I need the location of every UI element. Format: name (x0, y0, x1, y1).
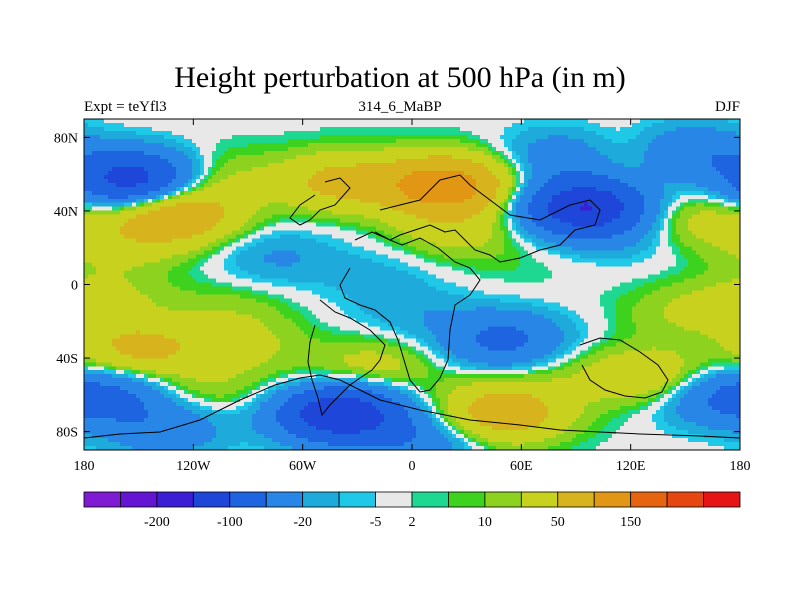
colorbar-swatch (120, 491, 158, 508)
colorbar-label: -200 (144, 515, 170, 530)
coastline-layer (83, 174, 741, 439)
coastline-africa (339, 231, 481, 393)
y-tick-label: 80S (56, 426, 78, 441)
colorbar-swatch (156, 491, 194, 508)
x-tick-label: 60W (289, 459, 317, 474)
colorbar-label: -100 (217, 515, 243, 530)
colorbar-label: -5 (370, 515, 382, 530)
x-tick-label: 60E (510, 459, 533, 474)
colorbar-swatch (375, 491, 413, 508)
colorbar-swatch (229, 491, 267, 508)
coastline-eurasia (374, 174, 601, 263)
colorbar-swatch (338, 491, 376, 508)
coastline-antarctica (83, 374, 741, 439)
y-tick-label: 40N (54, 205, 78, 220)
colorbar-label: -20 (293, 515, 312, 530)
colorbar-swatch (411, 491, 449, 508)
colorbar-swatch (192, 491, 231, 508)
colorbar-swatch (265, 491, 304, 508)
colorbar-label: 150 (620, 515, 641, 530)
y-tick-label: 0 (71, 279, 78, 294)
colorbar-swatch (703, 491, 741, 508)
x-tick-label: 120W (176, 459, 211, 474)
colorbar-swatch (302, 491, 340, 508)
x-tick-label: 120E (616, 459, 646, 474)
right-string: DJF (714, 99, 740, 115)
contour-fill-field (84, 119, 740, 450)
colorbar-swatch (83, 491, 121, 508)
x-tick-label: 180 (730, 459, 751, 474)
y-tick-label: 80N (54, 131, 78, 146)
coastline-americas-north (289, 177, 351, 226)
left-string: Expt = teYfl3 (84, 99, 167, 115)
center-string: 314_6_MaBP (358, 99, 442, 115)
colorbar-swatch (593, 491, 632, 508)
colorbar-swatch (557, 491, 595, 508)
colorbar-swatch (484, 491, 522, 508)
colorbar-label: 50 (551, 515, 565, 530)
coastline-australia (579, 337, 669, 399)
colorbar-swatch (520, 491, 559, 508)
colorbar-label: 2 (409, 515, 416, 530)
x-tick-label: 180 (74, 459, 95, 474)
colorbar-swatch (666, 491, 704, 508)
x-tick-label: 0 (409, 459, 416, 474)
colorbar-label: 10 (478, 515, 492, 530)
plot-title: Height perturbation at 500 hPa (in m) (174, 61, 626, 94)
colorbar-swatch (448, 491, 486, 508)
colorbar-swatch (630, 491, 668, 508)
y-tick-label: 40S (56, 352, 78, 367)
